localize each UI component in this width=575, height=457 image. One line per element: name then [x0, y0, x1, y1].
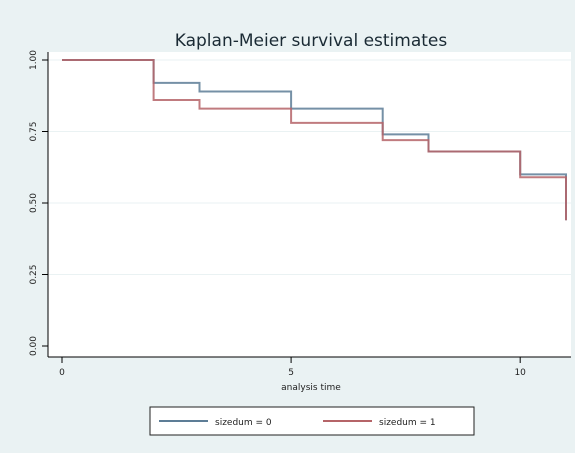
series-line-1: [62, 59, 567, 221]
chart-title: Kaplan-Meier survival estimates: [175, 31, 448, 51]
y-tick-label: 0.25: [29, 264, 39, 284]
legend-label: sizedum = 1: [379, 418, 436, 428]
x-axis-label: analysis time: [281, 383, 341, 393]
y-axis-ticks: 0.00 0.25 0.50 0.75 1.00: [29, 50, 48, 356]
x-tick-label: 5: [288, 368, 294, 378]
y-tick-label: 1.00: [29, 50, 39, 70]
plot-area: [48, 52, 571, 357]
survival-curves: [62, 59, 567, 221]
x-axis-ticks: 0 5 10: [59, 357, 526, 378]
y-tick-label: 0.75: [29, 121, 39, 141]
x-tick-label: 0: [59, 368, 65, 378]
y-tick-label: 0.50: [29, 193, 39, 213]
legend-label: sizedum = 0: [215, 418, 272, 428]
x-tick-label: 10: [514, 368, 526, 378]
legend: sizedum = 0 sizedum = 1: [149, 406, 475, 436]
y-tick-label: 0.00: [29, 336, 39, 356]
